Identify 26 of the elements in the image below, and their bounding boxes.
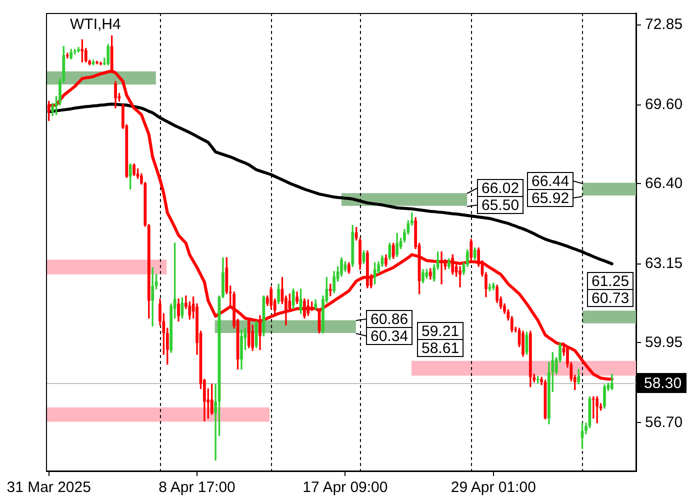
x-tick-label: 29 Apr 01:00: [450, 479, 536, 496]
annotation: 60.73: [592, 290, 630, 308]
candlestick: [151, 267, 154, 326]
annotation: 60.34: [370, 328, 408, 346]
annotation: 65.92: [532, 190, 570, 208]
x-tick-label: 8 Apr 17:00: [158, 479, 236, 496]
annotation: 65.50: [482, 197, 520, 214]
ref-line-label: 58.30: [644, 375, 682, 392]
y-tick-label: 66.40: [645, 174, 683, 192]
candlestick: [440, 251, 442, 284]
chart-title: WTI,H4: [70, 16, 121, 34]
y-tick-label: 63.15: [645, 254, 683, 272]
annotation: 61.25: [592, 273, 630, 290]
x-tick-label: 31 Mar 2025: [6, 479, 91, 496]
y-tick-label: 59.95: [645, 334, 683, 351]
annotation: 66.44: [532, 173, 570, 190]
annotation: 66.02: [482, 180, 520, 198]
candlestick: [458, 266, 462, 288]
candlestick: [96, 60, 98, 64]
y-tick-label: 56.70: [645, 414, 683, 431]
y-tick-label: 72.85: [645, 16, 683, 33]
annotation: 60.86: [370, 311, 408, 328]
x-tick-label: 17 Apr 09:00: [302, 479, 388, 496]
y-tick-label: 69.60: [645, 96, 683, 114]
annotation: 58.61: [422, 340, 460, 358]
annotation: 59.21: [422, 323, 460, 340]
